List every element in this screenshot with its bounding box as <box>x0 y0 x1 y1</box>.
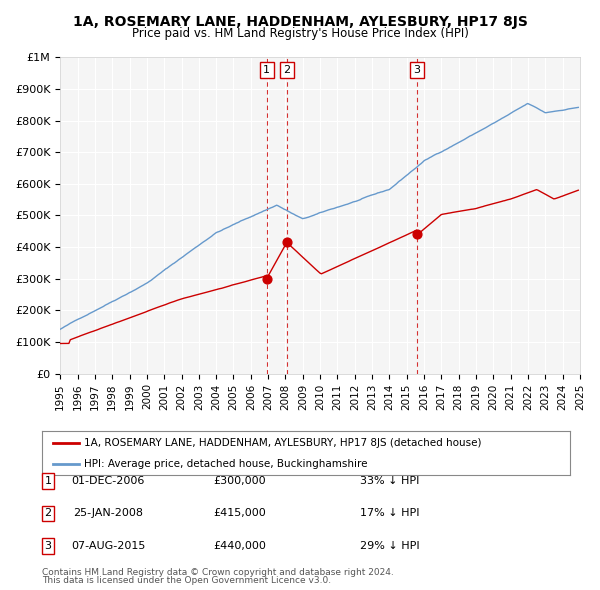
Text: 2: 2 <box>283 65 290 75</box>
Text: HPI: Average price, detached house, Buckinghamshire: HPI: Average price, detached house, Buck… <box>84 459 368 469</box>
Text: £440,000: £440,000 <box>214 541 266 550</box>
Text: 3: 3 <box>413 65 421 75</box>
Text: 07-AUG-2015: 07-AUG-2015 <box>71 541 145 550</box>
Point <box>412 230 422 239</box>
Point <box>282 238 292 247</box>
Text: 33% ↓ HPI: 33% ↓ HPI <box>360 476 419 486</box>
Text: 3: 3 <box>44 541 52 550</box>
Text: 17% ↓ HPI: 17% ↓ HPI <box>360 509 419 518</box>
Point <box>262 274 272 283</box>
Text: 1A, ROSEMARY LANE, HADDENHAM, AYLESBURY, HP17 8JS (detached house): 1A, ROSEMARY LANE, HADDENHAM, AYLESBURY,… <box>84 438 482 448</box>
Text: 1: 1 <box>44 476 52 486</box>
Text: 01-DEC-2006: 01-DEC-2006 <box>71 476 145 486</box>
Text: 25-JAN-2008: 25-JAN-2008 <box>73 509 143 518</box>
Text: 1A, ROSEMARY LANE, HADDENHAM, AYLESBURY, HP17 8JS: 1A, ROSEMARY LANE, HADDENHAM, AYLESBURY,… <box>73 15 527 29</box>
Text: Price paid vs. HM Land Registry's House Price Index (HPI): Price paid vs. HM Land Registry's House … <box>131 27 469 40</box>
Text: 2: 2 <box>44 509 52 518</box>
Text: Contains HM Land Registry data © Crown copyright and database right 2024.: Contains HM Land Registry data © Crown c… <box>42 568 394 577</box>
Text: 29% ↓ HPI: 29% ↓ HPI <box>360 541 419 550</box>
Text: £300,000: £300,000 <box>214 476 266 486</box>
Text: £415,000: £415,000 <box>214 509 266 518</box>
Text: 1: 1 <box>263 65 270 75</box>
Text: This data is licensed under the Open Government Licence v3.0.: This data is licensed under the Open Gov… <box>42 576 331 585</box>
